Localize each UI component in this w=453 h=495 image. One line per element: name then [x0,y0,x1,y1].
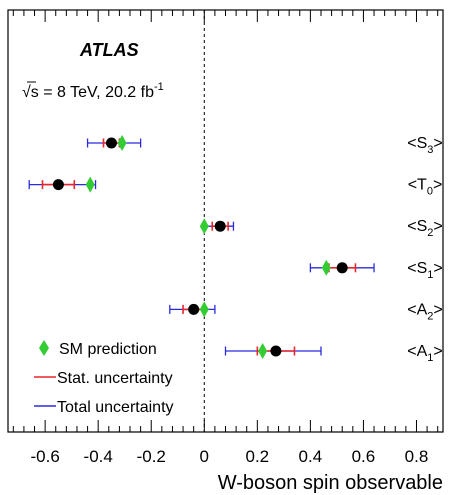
legend-entry: Stat. uncertainty [34,370,173,387]
x-axis-title: W-boson spin observable [218,472,443,494]
measured-point [336,262,348,274]
legend-label: Stat. uncertainty [57,370,173,387]
observable-label: <S3> [407,135,442,156]
observable-label: <T0> [408,177,443,198]
sm-prediction-marker [85,176,95,193]
sm-prediction-marker [199,301,209,318]
sm-prediction-marker [199,218,209,235]
energy-label: √s = 8 TeV, 20.2 fb-1 [22,81,164,101]
measured-point [52,179,64,191]
legend-label: SM prediction [59,341,157,358]
observable-label: <A2> [407,301,442,322]
observable-row: <S3> [86,135,443,156]
observable-row: <T0> [28,176,443,198]
measured-point [270,345,282,357]
observable-row: <A2> [169,301,443,322]
legend-sm-marker [39,340,49,356]
observable-row: <S1> [309,259,443,281]
x-tick-label: 0.4 [299,447,323,466]
x-tick-label: -0.6 [30,447,59,466]
legend-entry: Total uncertainty [34,399,174,416]
x-tick-label: 0.8 [405,447,429,466]
measured-point [105,137,117,149]
observable-label: <S1> [407,260,442,281]
observable-row: <S2> [199,218,443,239]
sm-prediction-marker [258,343,268,359]
x-tick-label: 0.6 [352,447,376,466]
x-tick-label: 0.2 [246,447,270,466]
legend-label: Total uncertainty [57,399,174,416]
sm-prediction-marker [321,259,331,276]
legend-entry: SM prediction [39,340,157,358]
measured-point [188,303,200,315]
experiment-label: ATLAS [79,40,139,60]
x-tick-label: -0.4 [84,447,113,466]
observable-label: <S2> [407,218,442,239]
x-tick-label: -0.2 [137,447,166,466]
observable-label: <A1> [407,343,442,364]
observable-row: <A1> [224,343,443,364]
sm-prediction-marker [117,135,127,151]
plot-frame [7,9,444,433]
measured-point [214,220,226,232]
x-tick-label: 0 [200,447,209,466]
